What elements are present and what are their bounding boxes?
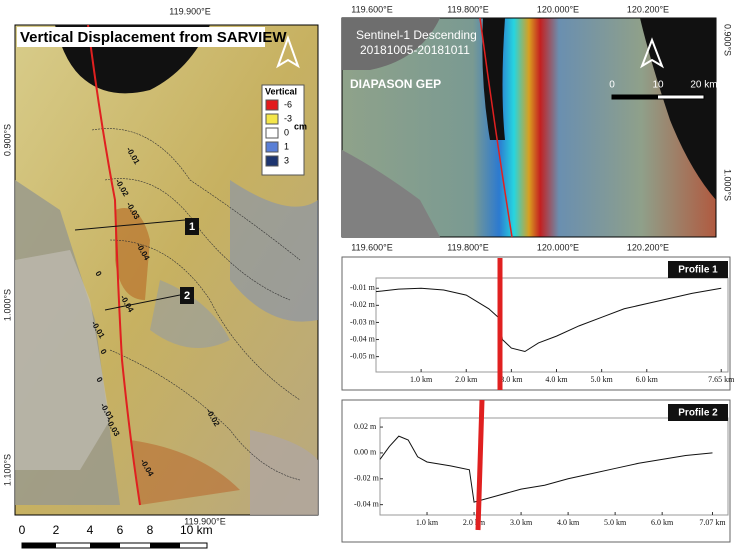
scale-bar	[21, 542, 208, 549]
legend-unit: cm	[294, 121, 307, 131]
legend-label: -6	[284, 99, 292, 109]
profile-line	[375, 287, 722, 353]
legend-swatch	[265, 127, 279, 139]
scale-label: 20 km	[690, 80, 717, 91]
scale-label: 10 km	[180, 523, 213, 537]
plot-frame	[375, 277, 729, 373]
x-tick-label: 7.07 km	[699, 518, 726, 527]
profiles: Profile 1 -0.01 m -0.02 m -0.03 m -0.04 m -0.…	[350, 261, 735, 527]
coord-labels: 0 10 20 km 119.600°E 119.600°E 119.800°E 119.8…	[351, 4, 732, 252]
legend-swatch	[265, 113, 279, 125]
scale-label: 6	[117, 523, 124, 537]
profile-panel	[341, 399, 731, 543]
x-tick-label: 6.0 km	[636, 375, 659, 384]
scale-label: 0	[19, 523, 26, 537]
right-map-dates: 20181005-20181011	[360, 43, 470, 57]
legend-label: 1	[284, 141, 289, 151]
contour-label: 0	[93, 270, 103, 279]
x-tick-label: 3.0 km	[510, 518, 533, 527]
scale-label: 10	[652, 80, 664, 91]
x-tick-label: 1.0 km	[416, 518, 439, 527]
x-tick-label: 4.0 km	[545, 375, 568, 384]
coord-label: 120.200°E	[627, 4, 669, 14]
coord-label: 120.000°E	[537, 242, 579, 252]
contour-label: 0	[94, 376, 104, 385]
right-map-source: DIAPASON GEP	[350, 77, 441, 91]
x-tick-label: 2.0 km	[463, 518, 486, 527]
coord-label: 1.000°S	[723, 169, 733, 201]
profile-title-box	[668, 261, 728, 278]
coord-label: 0.900°S	[723, 24, 733, 56]
legend-swatch	[265, 155, 279, 167]
y-tick-label: -0.04 m	[354, 499, 380, 508]
x-tick-label: 1.0 km	[410, 375, 433, 384]
legend: -6 -3 0 1 3	[265, 99, 292, 167]
legend-title: Vertical	[265, 86, 297, 96]
coord-label: 119.600°E	[351, 242, 392, 252]
x-tick-label: 6.0 km	[651, 518, 674, 527]
y-tick-label: -0.02 m	[350, 300, 376, 309]
profile-marker: 1	[189, 221, 195, 233]
profile-title: Profile 2	[678, 408, 718, 419]
coord-label: 119.800°E	[447, 4, 488, 14]
legend-swatch	[265, 99, 279, 111]
plot-frame	[379, 417, 729, 516]
coord-label: 0.900°S	[2, 124, 12, 156]
scale-label: 4	[87, 523, 94, 537]
y-tick-label: -0.02 m	[354, 474, 380, 483]
legend-label: 0	[284, 127, 289, 137]
left-map: Vertical Displacement from SARVIEW Verti…	[2, 6, 319, 549]
legend-swatch	[265, 141, 279, 153]
profile-panel	[341, 256, 731, 391]
x-tick-label: 3.0 km	[500, 375, 523, 384]
scale-label: 0	[609, 80, 615, 91]
y-tick-label: -0.05 m	[350, 351, 376, 360]
y-tick-label: 0.00 m	[354, 448, 377, 457]
scale-label: 8	[147, 523, 154, 537]
profile-title-box	[668, 404, 728, 421]
x-tick-label: 4.0 km	[557, 518, 580, 527]
y-tick-label: -0.04 m	[350, 334, 376, 343]
coord-label: 119.900°E	[184, 516, 225, 526]
coord-label: 119.600°E	[351, 4, 392, 14]
contour-label: 0	[98, 348, 108, 357]
x-tick-label: 5.0 km	[591, 375, 614, 384]
y-tick-label: 0.02 m	[354, 422, 377, 431]
coord-label: 119.900°E	[169, 6, 210, 16]
coord-label: 119.800°E	[447, 242, 488, 252]
coord-label: 120.000°E	[537, 4, 579, 14]
scale-labels: 0 2 4 6 8 10 km	[19, 523, 213, 537]
coord-label: 1.100°S	[2, 454, 12, 486]
coord-label: 120.200°E	[627, 242, 669, 252]
left-map-title: Vertical Displacement from SARVIEW	[20, 29, 287, 46]
x-tick-label: 5.0 km	[604, 518, 627, 527]
y-tick-label: -0.03 m	[350, 317, 376, 326]
y-tick-label: -0.01 m	[350, 283, 376, 292]
x-tick-label: 2.0 km	[455, 375, 478, 384]
scale-label: 2	[53, 523, 60, 537]
legend-label: -3	[284, 113, 292, 123]
right-map-subtitle: Sentinel-1 Descending	[356, 28, 477, 42]
coord-label: 1.000°S	[2, 289, 12, 321]
profile-line	[379, 435, 713, 503]
profile-marker: 2	[184, 290, 190, 302]
legend-label: 3	[284, 155, 289, 165]
fault-line	[475, 399, 485, 531]
profile-title: Profile 1	[678, 265, 718, 276]
x-tick-label: 7.65 km	[708, 375, 735, 384]
right-map: Sentinel-1 Descending 20181005-20181011 …	[341, 4, 733, 252]
